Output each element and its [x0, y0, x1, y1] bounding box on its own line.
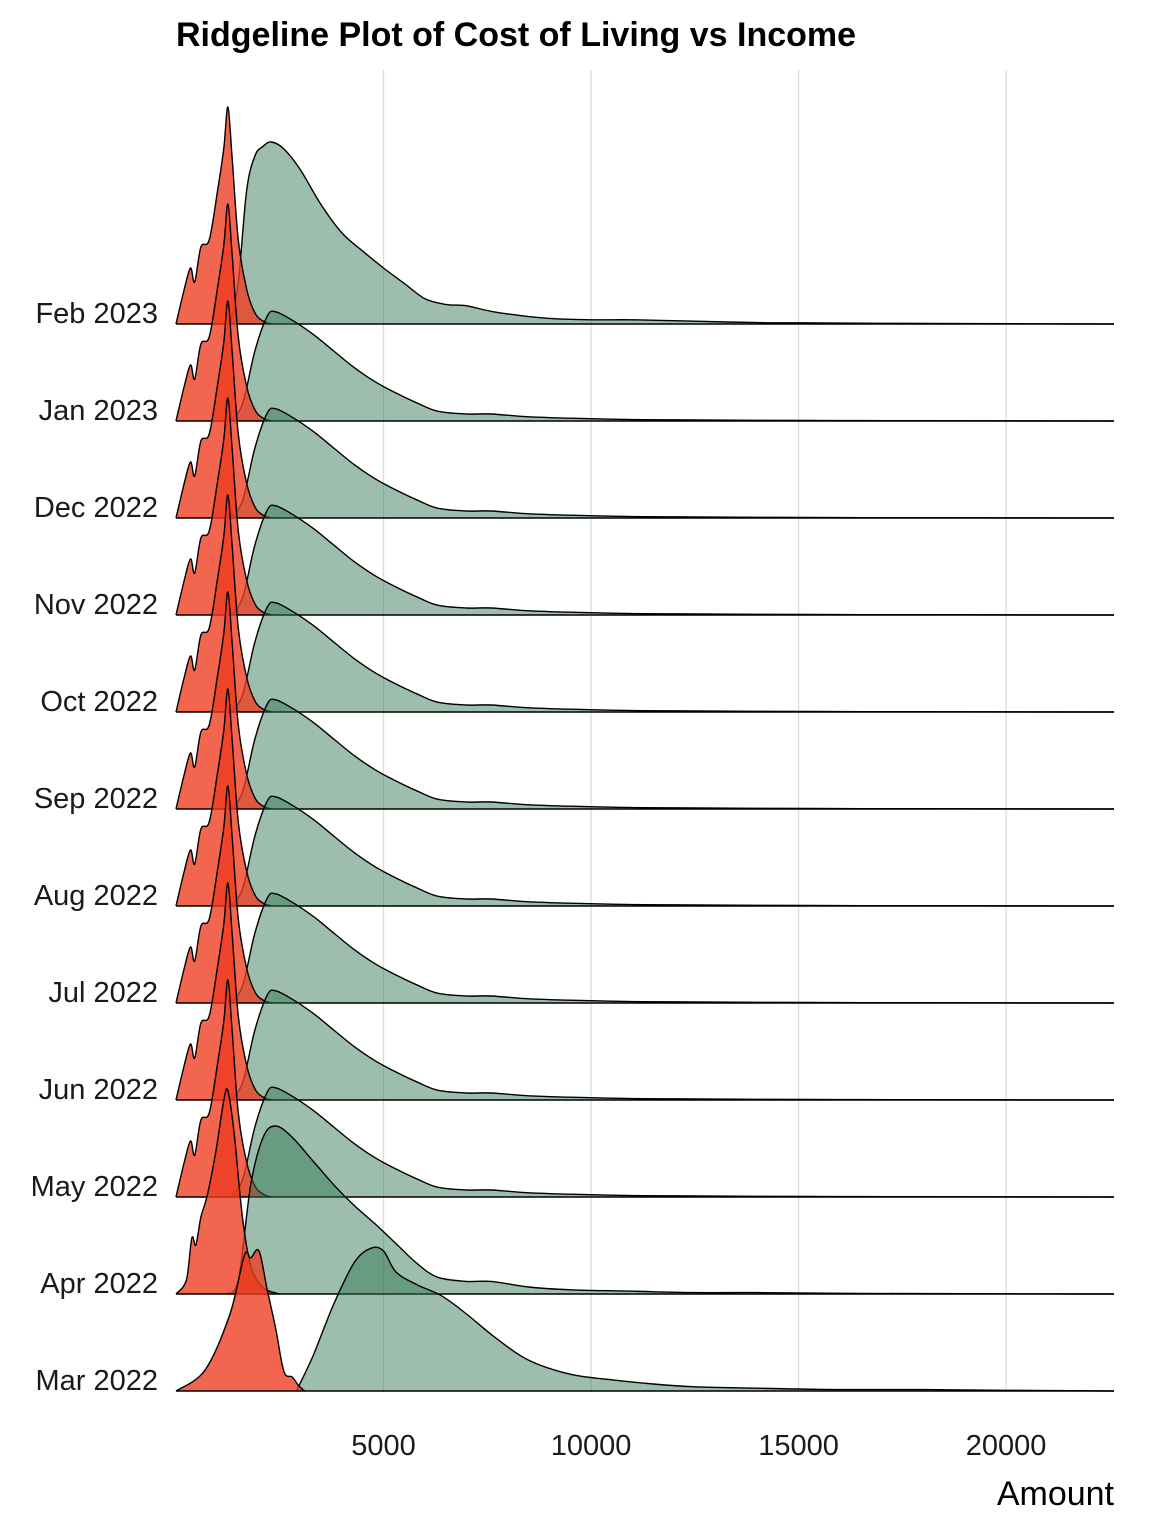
cost-density-mar-2022: [176, 1249, 305, 1391]
cost-density-outline: [175, 882, 272, 1101]
cost-density-outline: [175, 785, 272, 1004]
y-tick-label: Feb 2023: [35, 298, 158, 330]
y-tick-label: Mar 2022: [35, 1365, 158, 1397]
cost-density-outline: [175, 591, 272, 810]
cost-density-outline: [175, 203, 272, 422]
cost-density-sep-2022: [176, 591, 272, 809]
x-tick-labels: 5000 10000 15000 20000: [351, 1430, 1046, 1462]
cost-density-outline: [175, 106, 272, 325]
cost-density-feb-2023: [176, 106, 272, 325]
income-density-jan-2023: [230, 311, 1114, 421]
cost-density-oct-2022: [176, 494, 272, 712]
y-tick-label: Jun 2022: [39, 1074, 158, 1106]
y-tick-label: Oct 2022: [40, 686, 158, 718]
y-tick-label: Sep 2022: [34, 783, 158, 815]
gridlines: [382, 70, 1007, 1392]
y-tick-label: Aug 2022: [34, 880, 158, 912]
x-tick-label: 20000: [966, 1430, 1047, 1462]
income-density-outline: [229, 141, 1115, 325]
ridges: [175, 106, 1115, 1392]
income-density-feb-2023: [230, 141, 1114, 324]
y-tick-label: Nov 2022: [34, 589, 158, 621]
cost-density-apr-2022: [176, 1088, 280, 1294]
cost-density-aug-2022: [176, 688, 272, 906]
cost-density-outline: [175, 300, 272, 519]
income-density-jun-2022: [230, 990, 1114, 1100]
income-density-sep-2022: [230, 699, 1114, 809]
x-tick-label: 10000: [551, 1430, 632, 1462]
x-axis-label: Amount: [997, 1475, 1115, 1513]
cost-density-jun-2022: [176, 882, 272, 1100]
x-tick-label: 5000: [351, 1430, 416, 1462]
cost-density-jul-2022: [176, 785, 272, 1003]
income-density-outline: [225, 1125, 1115, 1295]
income-density-outline: [295, 1246, 1115, 1392]
x-tick-label: 15000: [758, 1430, 839, 1462]
income-density-nov-2022: [230, 505, 1114, 615]
income-density-jul-2022: [230, 893, 1114, 1003]
cost-density-jan-2023: [176, 203, 272, 421]
cost-density-outline: [175, 1249, 306, 1392]
income-density-mar-2022: [296, 1247, 1114, 1391]
income-density-may-2022: [230, 1087, 1114, 1197]
cost-density-dec-2022: [176, 300, 272, 518]
income-density-apr-2022: [225, 1126, 1115, 1294]
income-density-oct-2022: [230, 602, 1114, 712]
y-tick-label: Jan 2023: [39, 395, 158, 427]
cost-density-outline: [175, 494, 272, 713]
y-tick-label: May 2022: [31, 1171, 158, 1203]
income-density-aug-2022: [230, 796, 1114, 906]
y-tick-label: Apr 2022: [40, 1268, 158, 1300]
y-tick-labels: Mar 2022 Apr 2022 May 2022 Jun 2022 Jul 2022…: [31, 298, 158, 1397]
cost-density-nov-2022: [176, 397, 272, 615]
cost-density-outline: [175, 688, 272, 907]
y-tick-label: Jul 2022: [48, 977, 158, 1009]
y-tick-label: Dec 2022: [34, 492, 158, 524]
cost-density-may-2022: [176, 979, 272, 1197]
income-density-dec-2022: [230, 408, 1114, 518]
chart-title: Ridgeline Plot of Cost of Living vs Inco…: [176, 16, 857, 54]
cost-density-outline: [175, 397, 272, 616]
